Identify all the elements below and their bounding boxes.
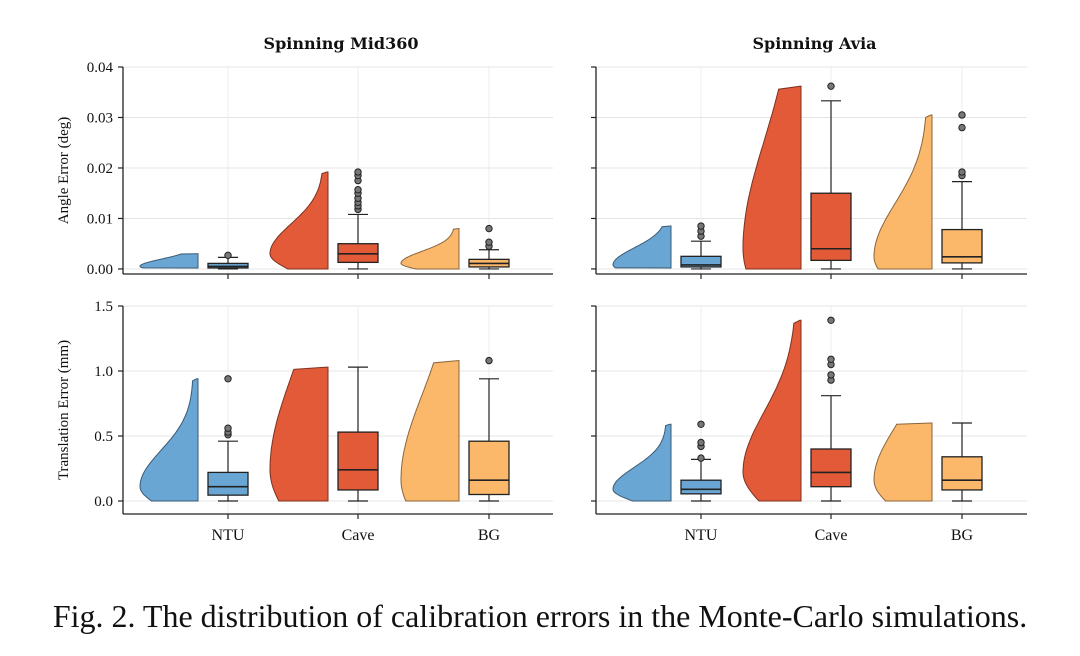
outlier-BG xyxy=(485,238,493,246)
outlier-Cave xyxy=(827,316,835,324)
violin-BG xyxy=(873,114,933,270)
outlier-NTU xyxy=(224,424,232,432)
panel-translation-avia: NTU Cave BG xyxy=(591,305,1027,544)
panel-translation-mid360: 0.0 0.5 1.0 1.5 Translation Error (mm) NTU Cav… xyxy=(56,299,553,544)
box-NTU xyxy=(207,471,249,496)
violin-NTU xyxy=(139,253,199,269)
outlier-Cave xyxy=(354,168,362,176)
outlier-NTU xyxy=(224,251,232,260)
y-tick-label: 0.02 xyxy=(87,161,113,177)
box-Cave xyxy=(810,192,852,262)
outlier-BG xyxy=(958,168,966,176)
violin-Cave xyxy=(269,171,329,270)
panel-angle-mid360: 0.00 0.01 0.02 0.03 0.04 Angle Error (deg) xyxy=(56,60,553,279)
box-Cave xyxy=(810,448,852,488)
y-tick-label: 0.03 xyxy=(87,110,113,126)
y-axis-label-angle: Angle Error (deg) xyxy=(56,117,72,224)
outlier-Cave xyxy=(827,82,835,90)
x-category-label-NTU: NTU xyxy=(212,527,245,544)
violin-NTU xyxy=(139,378,199,502)
x-category-label-BG: BG xyxy=(951,527,974,544)
y-tick-label: 1.0 xyxy=(94,364,113,380)
violin-NTU xyxy=(612,225,672,269)
box-NTU xyxy=(680,479,722,495)
violin-BG xyxy=(400,228,460,270)
violin-NTU xyxy=(612,423,672,502)
outlier-BG xyxy=(958,111,966,119)
panel-title-mid360: Spinning Mid360 xyxy=(264,34,419,53)
outlier-Cave xyxy=(827,355,835,363)
box-Cave xyxy=(337,431,379,491)
panel-title-avia: Spinning Avia xyxy=(752,34,876,53)
outlier-BG xyxy=(485,356,493,365)
y-tick-label: 0.04 xyxy=(87,60,114,76)
panel-angle-avia xyxy=(591,66,1027,279)
y-tick-label: 0.00 xyxy=(87,262,113,278)
box-BG xyxy=(468,440,510,496)
box-BG xyxy=(941,456,983,491)
x-category-label-BG: BG xyxy=(478,527,501,544)
outlier-NTU xyxy=(224,375,232,383)
y-tick-label: 1.5 xyxy=(94,299,113,315)
violin-Cave xyxy=(742,319,802,502)
violin-BG xyxy=(873,422,933,502)
violin-BG xyxy=(400,360,460,502)
outlier-BG xyxy=(958,123,966,132)
outlier-BG xyxy=(485,224,493,233)
outlier-Cave xyxy=(354,185,362,194)
y-axis-label-translation: Translation Error (mm) xyxy=(56,340,72,480)
violin-Cave xyxy=(269,366,329,502)
box-NTU xyxy=(680,255,722,268)
figure-caption: Fig. 2. The distribution of calibration … xyxy=(52,598,1028,634)
outlier-NTU xyxy=(697,420,705,428)
x-category-label-NTU: NTU xyxy=(685,527,718,544)
outlier-NTU xyxy=(697,454,705,462)
y-tick-label: 0.5 xyxy=(94,429,113,445)
violin-Cave xyxy=(742,85,802,270)
outlier-NTU xyxy=(697,438,705,447)
x-category-label-Cave: Cave xyxy=(815,527,848,544)
y-tick-label: 0.01 xyxy=(87,211,113,227)
x-category-label-Cave: Cave xyxy=(342,527,375,544)
outlier-Cave xyxy=(827,371,835,379)
outlier-NTU xyxy=(697,222,705,230)
y-tick-label: 0.0 xyxy=(94,494,113,510)
box-BG xyxy=(941,228,983,264)
